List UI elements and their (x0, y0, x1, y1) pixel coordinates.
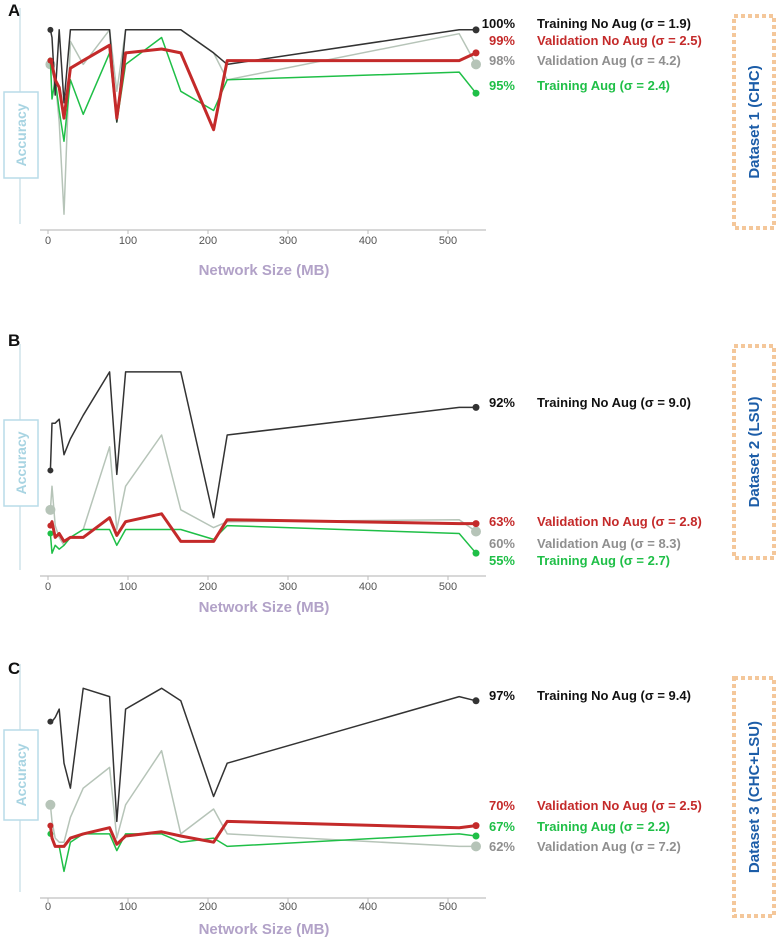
legend-entry: Training Aug (σ = 2.7) (537, 553, 670, 568)
chart-c: C Accuracy 0 100 200 300 400 500 Network Size (M… (3, 659, 776, 938)
panel-c: C Accuracy 0 100 200 300 400 500 Network Size (M… (0, 634, 776, 940)
series-end-marker (471, 526, 481, 537)
y-axis-label-box (3, 91, 39, 179)
dataset-label: Dataset 1 (CHC) (746, 65, 763, 178)
legend-percent: 100% (482, 16, 516, 31)
x-tick-label: 100 (119, 235, 137, 247)
x-tick-label: 0 (45, 901, 51, 913)
series-line-0 (49, 371, 476, 519)
series-end-marker (472, 697, 480, 705)
series-end-marker (471, 841, 481, 852)
series-end-marker (472, 549, 480, 557)
legend-percent: 67% (489, 819, 515, 834)
series-end-marker (472, 26, 480, 34)
series-line-2 (49, 434, 477, 547)
series-end-marker (472, 822, 480, 830)
panel-letter: C (8, 659, 20, 678)
x-axis-label: Network Size (MB) (199, 921, 330, 938)
series-line-1 (48, 819, 477, 848)
series-line-2 (49, 29, 477, 215)
y-axis-label-box (3, 729, 39, 821)
legend-entry: Training No Aug (σ = 1.9) (537, 16, 691, 31)
x-tick-label: 100 (119, 581, 137, 593)
series-end-marker (471, 59, 481, 70)
legend-percent: 92% (489, 395, 515, 410)
x-tick-label: 200 (199, 235, 217, 247)
x-tick-label: 400 (359, 581, 377, 593)
x-tick-label: 300 (279, 235, 297, 247)
x-axis-label: Network Size (MB) (199, 262, 330, 279)
series-line-0 (50, 687, 477, 823)
series-line-1 (49, 43, 477, 132)
x-tick-label: 100 (119, 901, 137, 913)
x-tick-label: 400 (359, 235, 377, 247)
legend-percent: 97% (489, 688, 515, 703)
series-end-marker (472, 89, 480, 97)
x-tick-label: 200 (199, 581, 217, 593)
chart-a: A Accuracy 0 100 200 300 400 500 Network Size (M… (3, 1, 776, 279)
legend-entry: Validation Aug (σ = 4.2) (537, 53, 681, 68)
legend-percent: 98% (489, 53, 515, 68)
dataset-label: Dataset 3 (CHC+LSU) (746, 721, 763, 873)
series-end-marker (472, 49, 480, 57)
dataset-label: Dataset 2 (LSU) (746, 397, 763, 508)
x-tick-label: 300 (279, 901, 297, 913)
series-start-marker (45, 799, 56, 810)
y-axis-label-box (3, 419, 39, 507)
x-tick-label: 200 (199, 901, 217, 913)
series-start-marker (47, 522, 54, 529)
series-end-marker (472, 520, 480, 528)
legend-entry: Validation No Aug (σ = 2.8) (537, 514, 702, 529)
legend-entry: Validation No Aug (σ = 2.5) (537, 33, 702, 48)
series-end-marker (472, 403, 480, 411)
panel-letter: B (8, 331, 20, 350)
x-tick-label: 0 (45, 581, 51, 593)
series-start-marker (47, 718, 54, 725)
series-start-marker (47, 530, 54, 537)
legend-percent: 63% (489, 514, 515, 529)
legend-percent: 99% (489, 33, 515, 48)
legend-percent: 62% (489, 839, 515, 854)
panel-b: B Accuracy 0 100 200 300 400 500 Network Size (M… (0, 320, 776, 620)
y-axis-label: Accuracy (13, 431, 29, 494)
x-tick-label: 500 (439, 901, 457, 913)
legend-percent: 60% (489, 536, 515, 551)
series-end-marker (472, 832, 480, 840)
panel-a: A Accuracy 0 100 200 300 400 500 Network Size (M… (0, 0, 776, 300)
legend-entry: Training No Aug (σ = 9.4) (537, 688, 691, 703)
series-line-2 (49, 749, 476, 848)
x-tick-label: 500 (439, 581, 457, 593)
series-start-marker (47, 57, 54, 64)
x-tick-label: 0 (45, 235, 51, 247)
legend-entry: Validation Aug (σ = 8.3) (537, 536, 681, 551)
x-axis-label: Network Size (MB) (199, 599, 330, 616)
legend-percent: 70% (489, 798, 515, 813)
series-start-marker (47, 26, 54, 33)
x-tick-label: 500 (439, 235, 457, 247)
legend-entry: Validation Aug (σ = 7.2) (537, 839, 681, 854)
series-start-marker (47, 822, 54, 829)
y-axis-label: Accuracy (13, 743, 29, 806)
x-tick-label: 400 (359, 901, 377, 913)
chart-b: B Accuracy 0 100 200 300 400 500 Network Size (M… (3, 331, 776, 616)
x-tick-label: 300 (279, 581, 297, 593)
y-axis-label: Accuracy (13, 103, 29, 166)
legend-percent: 95% (489, 78, 515, 93)
series-start-marker (45, 504, 56, 515)
series-line-1 (49, 512, 476, 543)
series-start-marker (47, 467, 54, 474)
legend-entry: Training Aug (σ = 2.2) (537, 819, 670, 834)
legend-percent: 55% (489, 553, 515, 568)
legend-entry: Training No Aug (σ = 9.0) (537, 395, 691, 410)
panel-letter: A (8, 1, 20, 20)
legend-entry: Training Aug (σ = 2.4) (537, 78, 670, 93)
legend-entry: Validation No Aug (σ = 2.5) (537, 798, 702, 813)
dataset-box (732, 676, 776, 918)
